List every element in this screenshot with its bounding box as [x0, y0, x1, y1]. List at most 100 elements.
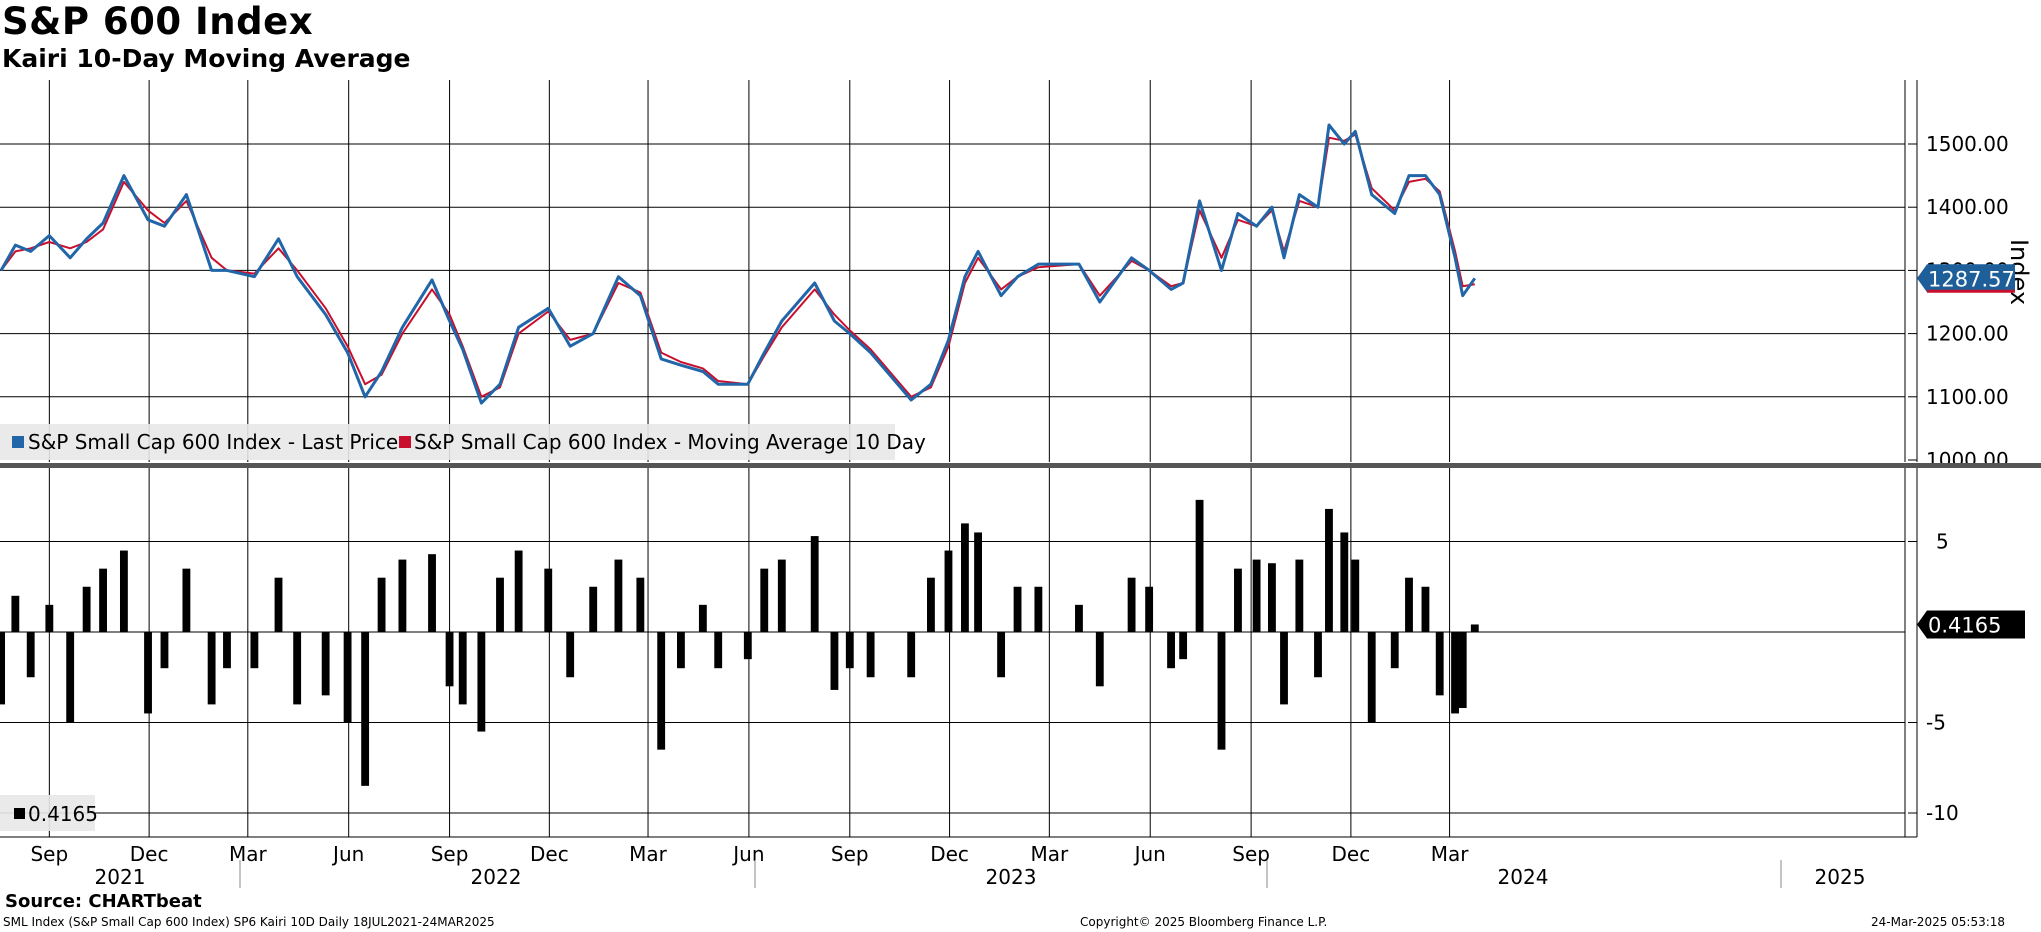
kairi-bar [760, 568, 769, 632]
kairi-bar [961, 523, 969, 632]
top-ytick-label: 1200.00 [1926, 322, 2009, 346]
kairi-bar [99, 568, 107, 632]
kairi-bar [1234, 568, 1242, 632]
kairi-bar [1367, 632, 1376, 723]
top-ytick-label: 1100.00 [1926, 385, 2009, 409]
legend-label-kairi: 0.4165 [28, 802, 98, 826]
kairi-bar [1195, 499, 1204, 632]
kairi-bar [321, 632, 330, 696]
kairi-bar [944, 550, 953, 632]
kairi-bar [250, 632, 259, 669]
x-month-label: Dec [1332, 842, 1371, 866]
footer-timestamp: 24-Mar-2025 05:53:18 [1871, 915, 2006, 929]
panel-separator [0, 463, 2041, 468]
kairi-bar [927, 577, 935, 632]
top-legend-box [0, 424, 895, 460]
last-price-value-box [1917, 264, 2015, 293]
kairi-bar [1390, 632, 1399, 669]
kairi-bar [907, 632, 916, 678]
legend-swatch-ma [399, 436, 411, 448]
x-month-label: Mar [229, 842, 268, 866]
kairi-bar [160, 632, 169, 669]
kairi-bar [1421, 586, 1430, 632]
kairi-bar [1451, 632, 1459, 714]
last-price-line [0, 123, 1477, 405]
kairi-bar [514, 550, 523, 632]
x-month-label: Mar [1431, 842, 1470, 866]
kairi-bar [1295, 559, 1304, 632]
top-ytick-label: 1400.00 [1926, 195, 2009, 219]
kairi-bar [1179, 632, 1188, 660]
x-month-label: Sep [831, 842, 869, 866]
x-month-label: Sep [30, 842, 68, 866]
kairi-bar [0, 632, 6, 705]
x-year-label: 2025 [1815, 865, 1866, 889]
kairi-bar [1268, 563, 1276, 632]
kairi-bar [1034, 586, 1043, 632]
x-month-label: Jun [1133, 842, 1166, 866]
kairi-bar [810, 536, 819, 632]
legend-swatch-price [12, 436, 24, 448]
kairi-bar [589, 586, 598, 632]
legend-swatch-kairi [14, 808, 25, 819]
kairi-bar [566, 632, 575, 678]
kairi-bar [1013, 586, 1022, 632]
kairi-bar [1435, 632, 1444, 696]
kairi-bar [144, 632, 152, 714]
footer-series-info: SML Index (S&P Small Cap 600 Index) SP6 … [3, 915, 495, 929]
kairi-bar [11, 595, 20, 632]
kairi-bar [1458, 632, 1467, 709]
top-ytick-label: 1000.00 [1926, 448, 2009, 472]
kairi-bar [361, 632, 370, 786]
x-month-label: Mar [1030, 842, 1069, 866]
kairi-bar [1167, 632, 1175, 669]
last-kairi-value-box [1917, 610, 2025, 639]
legend-label-ma: S&P Small Cap 600 Index - Moving Average… [414, 430, 926, 454]
kairi-bar [677, 632, 685, 669]
bottom-ytick-label: -10 [1926, 801, 1959, 825]
kairi-bar [544, 568, 553, 632]
kairi-bar [377, 577, 386, 632]
chart-title: S&P 600 Index [2, 0, 314, 43]
kairi-bar [45, 604, 54, 632]
legend-label-price: S&P Small Cap 600 Index - Last Price [28, 430, 398, 454]
chart-subtitle: Kairi 10-Day Moving Average [2, 44, 411, 73]
kairi-bar [1075, 604, 1083, 632]
x-year-label: 2021 [95, 865, 146, 889]
x-year-label: 2022 [471, 865, 522, 889]
kairi-bar [458, 632, 467, 705]
x-month-label: Dec [930, 842, 969, 866]
kairi-bar [207, 632, 216, 705]
bottom-ytick-label: -5 [1926, 711, 1946, 735]
kairi-bar [1314, 632, 1322, 678]
kairi-bar [428, 554, 436, 632]
kairi-bar [845, 632, 854, 669]
last-kairi-value-label: 0.4165 [1928, 613, 2001, 637]
kairi-bar [614, 559, 623, 632]
x-month-label: Jun [731, 842, 764, 866]
x-month-label: Sep [1232, 842, 1270, 866]
kairi-bar [445, 632, 454, 687]
kairi-bar [1127, 577, 1136, 632]
last-price-value-label: 1287.57 [1928, 267, 2015, 291]
x-year-label: 2024 [1498, 865, 1549, 889]
kairi-bar [974, 532, 982, 632]
kairi-bar [698, 604, 707, 632]
kairi-bar [657, 632, 666, 750]
kairi-bar [223, 632, 231, 669]
x-month-label: Mar [629, 842, 668, 866]
kairi-bar [714, 632, 723, 669]
kairi-bar [293, 632, 302, 705]
kairi-bar [343, 632, 352, 723]
kairi-bar [1145, 586, 1154, 632]
bottom-ytick-label: 5 [1936, 530, 1949, 554]
x-month-label: Sep [431, 842, 469, 866]
kairi-bar [866, 632, 875, 678]
kairi-bar [477, 632, 486, 732]
kairi-bar [997, 632, 1006, 678]
kairi-bar [119, 550, 128, 632]
kairi-bar [1095, 632, 1104, 687]
kairi-bar [1351, 559, 1360, 632]
kairi-bar [1405, 577, 1413, 632]
